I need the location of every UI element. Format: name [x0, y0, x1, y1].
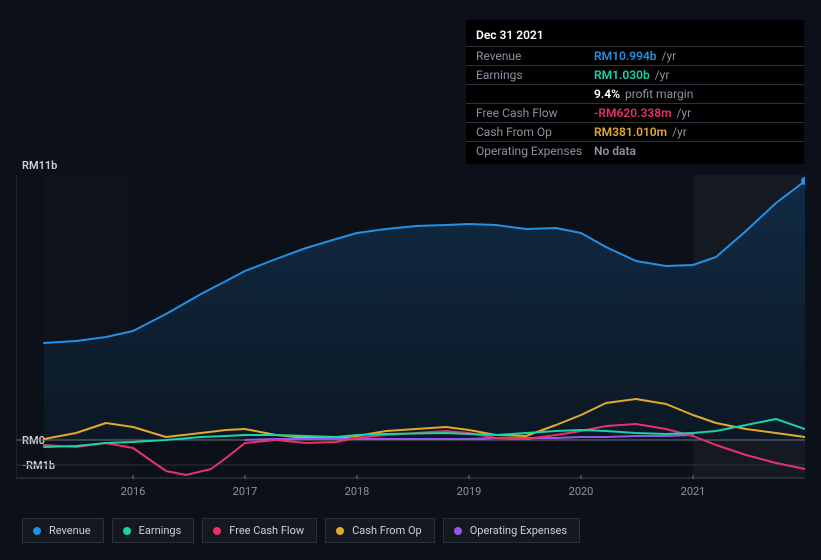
y-axis-label-top: RM11b: [22, 159, 57, 172]
tooltip-row: Free Cash Flow-RM620.338m /yr: [466, 103, 804, 122]
legend-dot-icon: [213, 527, 221, 535]
tooltip-row-label: Cash From Op: [476, 125, 594, 139]
tooltip-row: RevenueRM10.994b /yr: [466, 46, 804, 65]
legend-dot-icon: [33, 527, 41, 535]
tooltip-row-label: Operating Expenses: [476, 144, 594, 158]
tooltip-row: 9.4% profit margin: [466, 84, 804, 103]
chart-legend: Revenue Earnings Free Cash Flow Cash From O…: [22, 518, 580, 543]
x-axis-year: 2019: [457, 485, 482, 498]
tooltip-date: Dec 31 2021: [466, 26, 804, 46]
tooltip-row-value: -RM620.338m /yr: [594, 106, 691, 120]
tooltip-row-value: RM1.030b /yr: [594, 68, 669, 82]
legend-item-operating_expenses[interactable]: Operating Expenses: [443, 518, 580, 543]
tooltip-row-value: RM381.010m /yr: [594, 125, 687, 139]
legend-item-revenue[interactable]: Revenue: [22, 518, 104, 543]
x-axis-year: 2018: [345, 485, 370, 498]
legend-item-label: Revenue: [49, 524, 91, 537]
revenue-area: [44, 181, 805, 440]
financial-chart[interactable]: [16, 175, 805, 475]
tooltip-row-label: Earnings: [476, 68, 594, 82]
legend-item-label: Free Cash Flow: [229, 524, 304, 537]
tooltip-row-label: Revenue: [476, 49, 594, 63]
legend-item-label: Cash From Op: [352, 524, 422, 537]
tooltip-row-value: 9.4% profit margin: [594, 87, 693, 101]
x-axis: 2016 2017 2018 2019 2020 2021: [16, 485, 805, 500]
tooltip-row: EarningsRM1.030b /yr: [466, 65, 804, 84]
legend-item-label: Earnings: [139, 524, 182, 537]
tooltip-row-value: RM10.994b /yr: [594, 49, 676, 63]
legend-dot-icon: [123, 527, 131, 535]
x-axis-year: 2017: [233, 485, 258, 498]
x-axis-year: 2016: [121, 485, 146, 498]
tooltip-row: Operating ExpensesNo data: [466, 141, 804, 160]
legend-dot-icon: [454, 527, 462, 535]
x-axis-year: 2021: [681, 485, 706, 498]
legend-item-label: Operating Expenses: [470, 524, 567, 537]
legend-item-earnings[interactable]: Earnings: [112, 518, 195, 543]
chart-tooltip: Dec 31 2021 RevenueRM10.994b /yrEarnings…: [466, 20, 804, 164]
legend-item-free_cash_flow[interactable]: Free Cash Flow: [202, 518, 317, 543]
x-axis-year: 2020: [569, 485, 594, 498]
tooltip-row-label: Free Cash Flow: [476, 106, 594, 120]
legend-dot-icon: [336, 527, 344, 535]
tooltip-row-value: No data: [594, 144, 636, 158]
tooltip-row: Cash From OpRM381.010m /yr: [466, 122, 804, 141]
legend-item-cash_from_op[interactable]: Cash From Op: [325, 518, 435, 543]
tooltip-row-label: [476, 87, 594, 101]
